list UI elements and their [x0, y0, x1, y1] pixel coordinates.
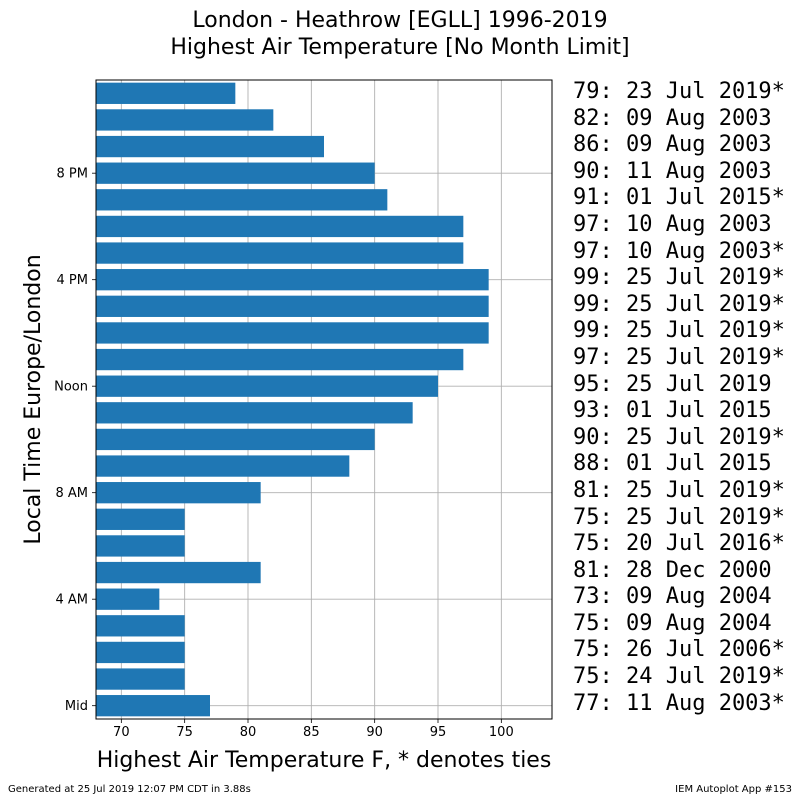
record-annotation: 75: 24 Jul 2019* [573, 664, 785, 690]
record-annotation: 75: 25 Jul 2019* [573, 504, 785, 530]
x-axis-label: Highest Air Temperature F, * denotes tie… [97, 748, 552, 773]
record-annotation: 73: 09 Aug 2004 [573, 584, 772, 610]
bar-hour-21 [96, 135, 324, 158]
generated-footer: Generated at 25 Jul 2019 12:07 PM CDT in… [8, 784, 251, 795]
record-annotation: 79: 23 Jul 2019* [573, 79, 785, 104]
bar-hour-13 [96, 348, 464, 371]
bar-hour-23 [96, 82, 236, 104]
record-annotation: 86: 09 Aug 2003 [573, 132, 772, 158]
record-annotation: 95: 25 Jul 2019 [573, 371, 772, 397]
bar-hour-0 [96, 695, 210, 717]
record-annotation-list: 79: 23 Jul 2019* 82: 09 Aug 2003 86: 09 Au… [573, 80, 785, 718]
chart-title: London - Heathrow [EGLL] 1996-2019 [192, 8, 608, 33]
record-annotation: 99: 25 Jul 2019* [573, 291, 785, 317]
record-annotation: 88: 01 Jul 2015 [573, 451, 772, 477]
x-tick-label: 85 [303, 725, 320, 740]
record-annotation: 99: 25 Jul 2019* [573, 265, 785, 291]
y-tick-label: 8 PM [57, 167, 88, 182]
y-tick-label: 8 AM [55, 486, 88, 501]
record-annotation: 97: 25 Jul 2019* [573, 344, 785, 370]
app-id-footer: IEM Autoplot App #153 [675, 784, 792, 795]
record-annotation: 81: 25 Jul 2019* [573, 477, 785, 503]
record-annotation: 97: 10 Aug 2003 [573, 211, 772, 237]
plot-frame [95, 79, 553, 720]
bar-hour-20 [96, 162, 375, 184]
bar-hour-9 [96, 455, 350, 477]
bar-hour-7 [96, 508, 185, 530]
x-tick-label: 80 [240, 725, 257, 740]
record-annotation: 75: 09 Aug 2004 [573, 610, 772, 636]
bar-hour-22 [96, 109, 274, 131]
record-annotation: 77: 11 Aug 2003* [573, 690, 785, 716]
x-tick-label: 95 [430, 725, 447, 740]
bar-hour-8 [96, 482, 261, 504]
record-annotation: 90: 11 Aug 2003 [573, 158, 772, 184]
record-annotation: 99: 25 Jul 2019* [573, 318, 785, 344]
record-annotation: 75: 26 Jul 2006* [573, 637, 785, 663]
bar-hour-14 [96, 322, 489, 344]
record-annotation: 81: 28 Dec 2000 [573, 557, 772, 583]
y-tick-label: Noon [54, 380, 88, 395]
record-annotation: 75: 20 Jul 2016* [573, 531, 785, 557]
record-annotation: 82: 09 Aug 2003 [573, 105, 772, 131]
bar-hour-2 [96, 641, 185, 664]
chart-subtitle: Highest Air Temperature [No Month Limit] [170, 35, 630, 60]
x-tick-label: 75 [176, 725, 193, 740]
bar-hour-3 [96, 615, 185, 637]
bar-hour-19 [96, 189, 388, 211]
bar-hour-16 [96, 269, 489, 291]
y-tick-label: Mid [65, 699, 88, 714]
bar-hour-1 [96, 668, 185, 690]
bar-hour-10 [96, 428, 375, 451]
x-tick-label: 100 [489, 725, 514, 740]
record-annotation: 90: 25 Jul 2019* [573, 424, 785, 450]
bar-hour-4 [96, 588, 160, 610]
record-annotation: 91: 01 Jul 2015* [573, 185, 785, 211]
record-annotation: 97: 10 Aug 2003* [573, 238, 785, 264]
x-tick-label: 90 [366, 725, 383, 740]
bar-hour-12 [96, 375, 438, 397]
bar-hour-18 [96, 215, 464, 238]
bar-hour-15 [96, 295, 489, 317]
bar-hour-11 [96, 402, 413, 424]
bar-hour-5 [96, 561, 261, 584]
y-tick-label: 4 AM [55, 593, 88, 608]
y-axis-label: Local Time Europe/London [21, 254, 46, 544]
record-annotation: 93: 01 Jul 2015 [573, 398, 772, 424]
bar-hour-17 [96, 242, 464, 264]
bar-hour-6 [96, 535, 185, 557]
x-tick-label: 70 [113, 725, 130, 740]
y-tick-label: 4 PM [57, 273, 88, 288]
